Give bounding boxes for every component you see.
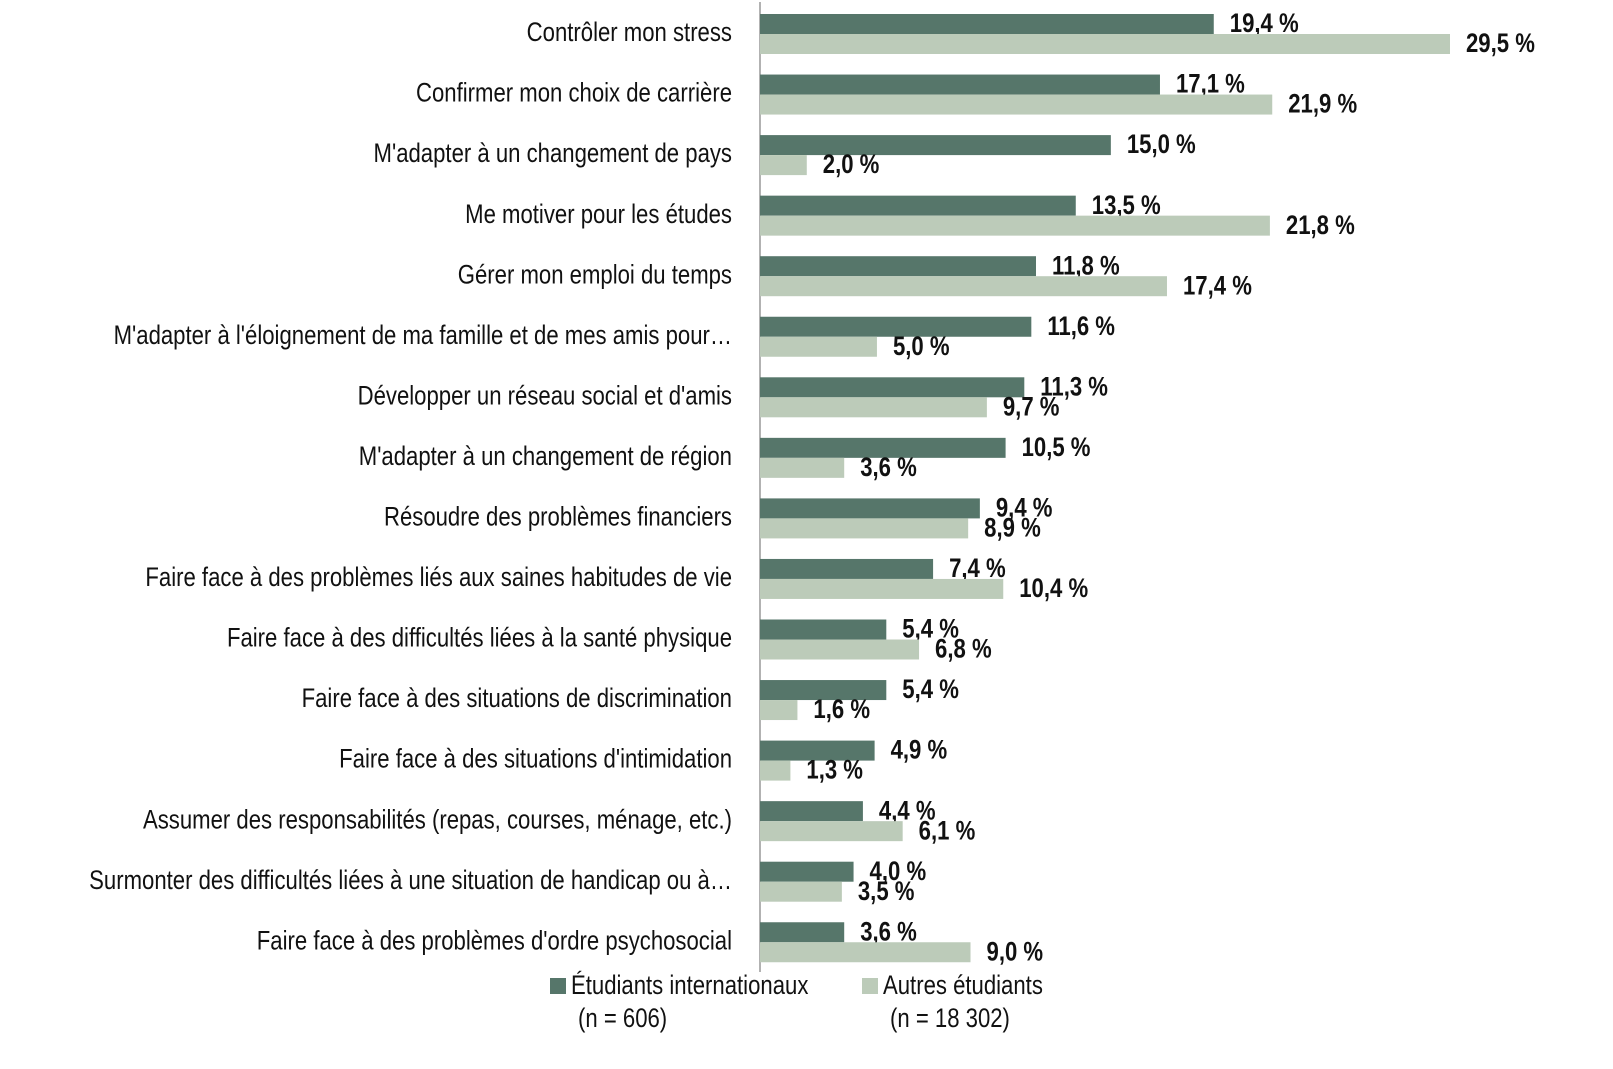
bar	[760, 922, 845, 943]
bar	[760, 821, 903, 842]
bar	[760, 861, 854, 882]
legend-swatch	[862, 978, 878, 994]
value-label: 9,0 %	[987, 937, 1044, 967]
bar	[760, 74, 1160, 95]
bar	[760, 276, 1167, 297]
bar	[760, 558, 934, 579]
category-label: M'adapter à un changement de pays	[374, 139, 732, 169]
value-label: 6,8 %	[935, 635, 992, 665]
category-label: Faire face à des problèmes d'ordre psych…	[257, 926, 732, 956]
bar	[760, 437, 1006, 458]
category-label: Confirmer mon choix de carrière	[416, 79, 732, 109]
category-label: Faire face à des problèmes liés aux sain…	[145, 563, 732, 593]
value-label: 3,6 %	[860, 917, 917, 947]
bar	[760, 639, 920, 660]
value-label: 17,4 %	[1183, 271, 1252, 301]
bar	[760, 498, 980, 519]
legend-label: Étudiants internationaux	[571, 971, 809, 1001]
value-label: 2,0 %	[823, 150, 880, 180]
bar	[760, 94, 1273, 115]
bar	[760, 942, 971, 963]
bar	[760, 215, 1270, 236]
category-label: Contrôler mon stress	[527, 18, 732, 48]
bar	[760, 336, 877, 357]
value-label: 8,9 %	[984, 514, 1041, 544]
category-label: Surmonter des difficultés liées à une si…	[89, 866, 732, 896]
value-label: 1,3 %	[806, 756, 863, 786]
value-label: 5,4 %	[902, 675, 959, 705]
value-label: 19,4 %	[1230, 9, 1299, 39]
value-label: 21,8 %	[1286, 211, 1355, 241]
value-label: 11,6 %	[1047, 312, 1115, 342]
value-label: 1,6 %	[813, 695, 870, 725]
value-label: 10,5 %	[1022, 433, 1091, 463]
bar	[760, 14, 1214, 34]
bar	[760, 801, 863, 822]
value-label: 5,0 %	[893, 332, 950, 362]
bar	[760, 680, 887, 701]
bar	[760, 377, 1025, 398]
bar	[760, 518, 969, 539]
value-label: 4,9 %	[891, 736, 948, 766]
bar	[760, 578, 1004, 599]
category-label: Me motiver pour les études	[465, 200, 732, 230]
legend-note: (n = 606)	[578, 1004, 667, 1034]
bar	[760, 740, 875, 761]
bar	[760, 256, 1036, 277]
bar	[760, 619, 887, 640]
bar	[760, 760, 791, 781]
value-label: 3,5 %	[858, 877, 915, 907]
category-label: M'adapter à un changement de région	[359, 442, 732, 472]
value-label: 7,4 %	[949, 554, 1006, 584]
legend-label: Autres étudiants	[883, 971, 1043, 1001]
category-label: Faire face à des difficultés liées à la …	[227, 624, 732, 654]
category-label: Faire face à des situations de discrimin…	[302, 684, 732, 714]
value-label: 29,5 %	[1466, 29, 1535, 59]
value-label: 4,4 %	[879, 796, 936, 826]
value-label: 21,9 %	[1288, 90, 1357, 120]
value-label: 10,4 %	[1019, 574, 1088, 604]
bar	[760, 881, 842, 902]
bar	[760, 195, 1076, 216]
value-label: 11,3 %	[1040, 372, 1108, 402]
bar	[760, 316, 1032, 337]
value-label: 9,4 %	[996, 494, 1053, 524]
bar	[760, 34, 1450, 54]
bar	[760, 397, 987, 418]
value-label: 6,1 %	[919, 816, 976, 846]
category-label: Faire face à des situations d'intimidati…	[339, 745, 732, 775]
category-label: Assumer des responsabilités (repas, cour…	[143, 805, 732, 835]
value-label: 5,4 %	[902, 615, 959, 645]
value-label: 9,7 %	[1003, 392, 1060, 422]
category-label: M'adapter à l'éloignement de ma famille …	[114, 321, 732, 351]
category-label: Développer un réseau social et d'amis	[358, 381, 732, 411]
category-label: Résoudre des problèmes financiers	[384, 503, 732, 533]
value-label: 17,1 %	[1176, 70, 1245, 100]
value-label: 13,5 %	[1092, 191, 1161, 221]
legend-note: (n = 18 302)	[890, 1004, 1010, 1034]
value-label: 4,0 %	[870, 857, 927, 887]
value-label: 3,6 %	[860, 453, 917, 483]
bar	[760, 700, 798, 721]
category-label: Gérer mon emploi du temps	[458, 260, 732, 290]
value-label: 11,8 %	[1052, 251, 1120, 281]
legend-swatch	[550, 978, 566, 994]
bar	[760, 155, 807, 176]
value-label: 15,0 %	[1127, 130, 1196, 160]
bar	[760, 457, 845, 478]
bar	[760, 135, 1111, 156]
